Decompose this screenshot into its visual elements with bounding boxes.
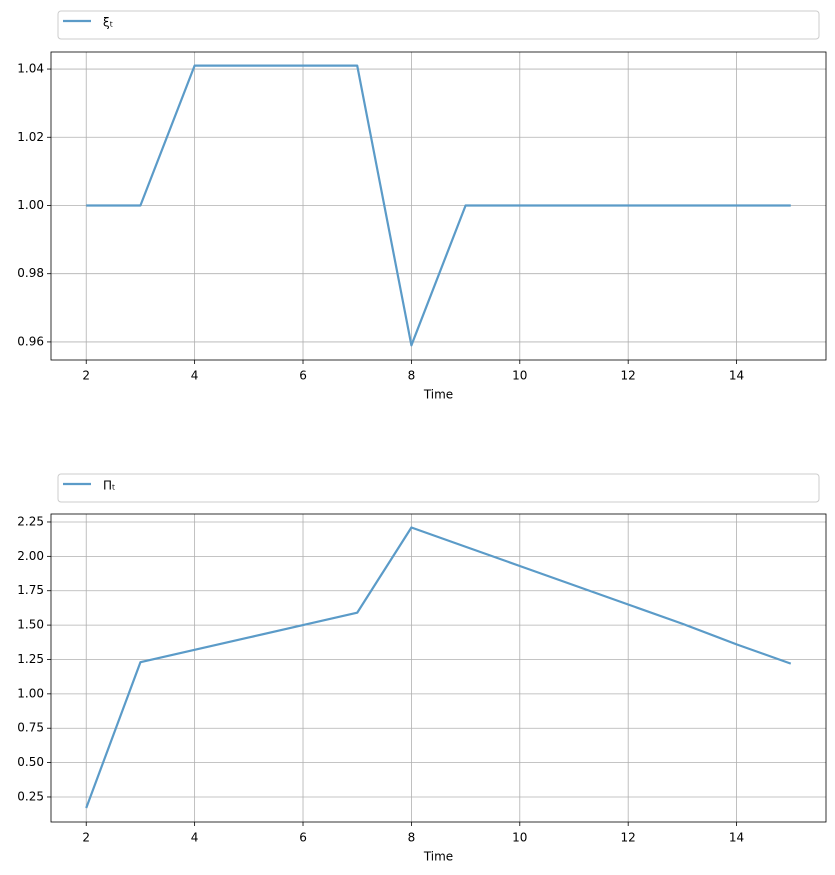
x-tick-label: 4 [191, 369, 199, 383]
series-line [85, 526, 792, 809]
x-tick-label: 6 [299, 369, 307, 383]
y-tick-label: 2.25 [17, 514, 44, 528]
series-line [86, 64, 791, 347]
y-tick-label: 1.02 [17, 130, 44, 144]
y-tick-label: 0.50 [17, 755, 44, 769]
legend-label: Πₜ [103, 479, 116, 493]
axes-frame [50, 51, 827, 361]
y-tick-label: 1.75 [17, 583, 44, 597]
x-tick-label: 10 [512, 831, 527, 845]
y-tick-label: 0.98 [17, 266, 44, 280]
y-tick-label: 1.00 [17, 686, 44, 700]
x-tick-label: 14 [729, 369, 744, 383]
x-axis-label: Time [423, 850, 453, 864]
y-tick-label: 1.25 [17, 652, 44, 666]
legend-label: ξₜ [103, 16, 113, 30]
x-tick-label: 14 [729, 831, 744, 845]
x-tick-label: 6 [299, 831, 307, 845]
y-tick-label: 0.25 [17, 789, 44, 803]
y-tick-label: 1.50 [17, 618, 44, 632]
x-tick-label: 2 [82, 369, 90, 383]
x-tick-label: 2 [82, 831, 90, 845]
legend-box [57, 473, 820, 503]
y-tick-label: 0.75 [17, 721, 44, 735]
x-tick-label: 8 [408, 831, 416, 845]
axes-frame [50, 513, 827, 823]
x-tick-label: 12 [621, 369, 636, 383]
x-tick-label: 12 [621, 831, 636, 845]
x-axis-label: Time [423, 388, 453, 402]
legend-box [57, 10, 820, 40]
x-tick-label: 4 [191, 831, 199, 845]
y-tick-label: 1.00 [17, 198, 44, 212]
x-tick-label: 8 [408, 369, 416, 383]
y-tick-label: 2.00 [17, 549, 44, 563]
y-tick-label: 1.04 [17, 62, 44, 76]
y-tick-label: 0.96 [17, 334, 44, 348]
x-tick-label: 10 [512, 369, 527, 383]
